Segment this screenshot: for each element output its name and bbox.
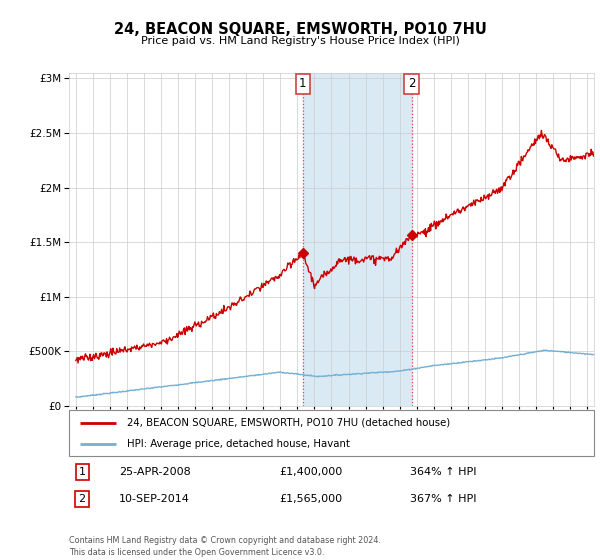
Text: £1,400,000: £1,400,000	[279, 467, 342, 477]
Text: 367% ↑ HPI: 367% ↑ HPI	[410, 494, 477, 504]
Text: 2: 2	[79, 494, 86, 504]
Text: 24, BEACON SQUARE, EMSWORTH, PO10 7HU: 24, BEACON SQUARE, EMSWORTH, PO10 7HU	[113, 22, 487, 38]
Text: HPI: Average price, detached house, Havant: HPI: Average price, detached house, Hava…	[127, 439, 350, 449]
Text: Price paid vs. HM Land Registry's House Price Index (HPI): Price paid vs. HM Land Registry's House …	[140, 36, 460, 46]
Bar	[303, 73, 412, 406]
Text: Contains HM Land Registry data © Crown copyright and database right 2024.
This d: Contains HM Land Registry data © Crown c…	[69, 536, 381, 557]
Text: 1: 1	[299, 77, 307, 90]
Text: 2: 2	[408, 77, 416, 90]
Text: 24, BEACON SQUARE, EMSWORTH, PO10 7HU (detached house): 24, BEACON SQUARE, EMSWORTH, PO10 7HU (d…	[127, 418, 450, 428]
Text: 1: 1	[79, 467, 86, 477]
FancyBboxPatch shape	[69, 410, 594, 456]
Text: 364% ↑ HPI: 364% ↑ HPI	[410, 467, 477, 477]
Text: 25-APR-2008: 25-APR-2008	[119, 467, 191, 477]
Text: £1,565,000: £1,565,000	[279, 494, 342, 504]
Text: 10-SEP-2014: 10-SEP-2014	[119, 494, 190, 504]
